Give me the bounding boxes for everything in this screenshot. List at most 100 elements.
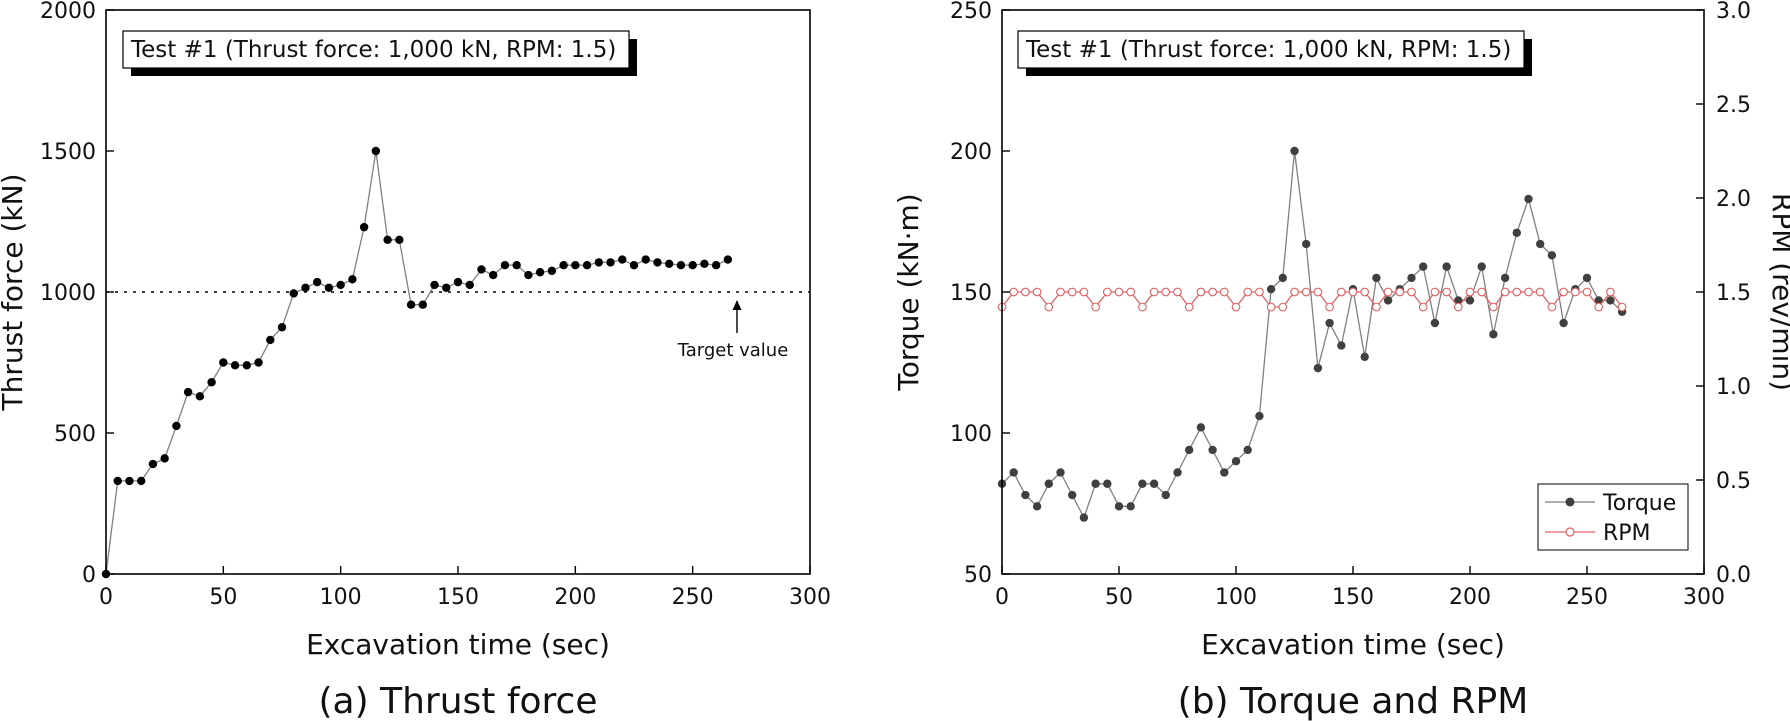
b-torque-line [1001, 150, 1623, 520]
b-rpm-point [1500, 287, 1510, 297]
b-x-tick-label: 250 [1566, 585, 1608, 610]
b-rpm-point [1231, 302, 1241, 312]
a-series-point [559, 261, 568, 270]
b-rpm-point [1301, 287, 1311, 297]
b-rpm-point [1512, 287, 1522, 297]
b-rpm-point [1138, 302, 1147, 312]
a-series-point [582, 261, 592, 270]
a-series-point [242, 361, 251, 370]
panel-a-ylabel: Thrust force (kN) [0, 174, 29, 412]
panel-b-marks [997, 146, 1627, 522]
b-y2-tick-label: 2.5 [1716, 93, 1751, 118]
b-x-tick-label: 150 [1332, 585, 1374, 610]
b-rpm-point [1044, 302, 1054, 312]
a-y-tick-label: 500 [54, 422, 96, 447]
a-series-point [289, 289, 298, 298]
b-x-tick-label: 200 [1449, 585, 1491, 610]
b-x-tick-label: 50 [1105, 585, 1133, 610]
panel-a-xlabel: Excavation time (sec) [306, 628, 610, 661]
b-torque-point [1594, 296, 1603, 305]
b-y2-tick-label: 2.0 [1716, 187, 1751, 212]
panel-a-title-box [122, 30, 630, 69]
b-torque-point [1161, 490, 1171, 500]
b-rpm-point [1056, 287, 1065, 297]
b-torque-point [1009, 468, 1018, 477]
b-y2-tick-label: 3.0 [1716, 0, 1751, 24]
b-rpm-point [1102, 287, 1112, 297]
a-series-point [535, 268, 545, 277]
b-y-tick-label: 50 [964, 563, 992, 588]
b-torque-point [1266, 284, 1276, 294]
b-rpm-point [1430, 287, 1440, 297]
b-rpm-point [1606, 287, 1615, 297]
b-rpm-point [1477, 287, 1487, 297]
b-rpm-point [1594, 302, 1604, 312]
b-torque-point [1325, 318, 1334, 328]
b-torque-point [1021, 490, 1030, 500]
a-x-tick-label: 250 [672, 585, 714, 610]
a-series-point [618, 255, 627, 264]
b-torque-point [1149, 479, 1159, 488]
b-rpm-point [1091, 302, 1100, 312]
b-x-tick-label: 100 [1215, 585, 1257, 610]
a-series-point [442, 283, 451, 292]
b-torque-point [1559, 318, 1568, 328]
panel-b-torque-rpm: 0 50 100 150 200 250 300501001502002500.00.51.… [892, 0, 1790, 721]
b-torque-point [1231, 457, 1241, 466]
b-torque-point [1337, 341, 1346, 350]
panel-a-reference-label: Target value [677, 340, 789, 361]
legend-rpm-marker [1565, 527, 1575, 537]
a-series-point [172, 421, 181, 431]
a-series-point [489, 270, 498, 280]
b-y-tick-label: 100 [950, 422, 992, 447]
a-series-point [711, 261, 721, 270]
b-y-tick-label: 150 [950, 281, 992, 306]
b-rpm-point [1266, 302, 1276, 312]
a-series-point [547, 266, 557, 276]
b-torque-point [1383, 296, 1393, 305]
b-rpm-point [1196, 287, 1206, 297]
b-x-tick-label: 0 [995, 585, 1009, 610]
b-rpm-point [1383, 287, 1393, 297]
a-series-point [313, 277, 322, 287]
b-torque-point [1419, 262, 1428, 271]
b-y2-tick-label: 1.0 [1716, 375, 1751, 400]
b-rpm-point [1067, 287, 1077, 297]
b-torque-point [1290, 146, 1299, 156]
b-torque-point [1103, 479, 1112, 488]
a-series-point [266, 335, 275, 345]
a-series-point [195, 392, 205, 401]
panel-a-title: Test #1 (Thrust force: 1,000 kN, RPM: 1.… [130, 37, 616, 63]
a-series-point [723, 255, 733, 264]
b-rpm-point [1278, 302, 1288, 312]
b-y2-tick-label: 0.5 [1716, 469, 1751, 494]
a-series-point [676, 261, 686, 270]
a-y-tick-label: 2000 [40, 0, 96, 24]
a-series-point [430, 280, 439, 290]
a-x-tick-label: 50 [209, 585, 237, 610]
a-x-tick-label: 150 [437, 585, 479, 610]
a-series-point [324, 283, 334, 292]
b-rpm-point [1009, 287, 1019, 297]
b-rpm-point [1442, 287, 1451, 297]
b-rpm-point [1290, 287, 1299, 297]
b-rpm-point [1255, 287, 1264, 297]
a-series-point [230, 361, 240, 370]
a-series-point [594, 258, 603, 267]
a-series-point [606, 258, 615, 267]
b-rpm-point [1219, 287, 1229, 297]
b-torque-point [1372, 273, 1381, 283]
b-torque-point [1185, 445, 1194, 455]
panel-a-target-arrow [732, 300, 742, 333]
panel-a-caption: (a) Thrust force [319, 681, 598, 721]
b-rpm-point [1524, 287, 1533, 297]
b-torque-point [1489, 330, 1498, 339]
legend-item-rpm: RPM [1545, 521, 1651, 546]
legend-item-torque: Torque [1545, 491, 1676, 516]
a-series-point [406, 300, 416, 309]
b-rpm-point [1489, 302, 1498, 312]
a-series-point [641, 255, 650, 264]
b-rpm-point [1418, 302, 1428, 312]
b-y-tick-label: 250 [950, 0, 992, 24]
a-x-tick-label: 200 [554, 585, 596, 610]
